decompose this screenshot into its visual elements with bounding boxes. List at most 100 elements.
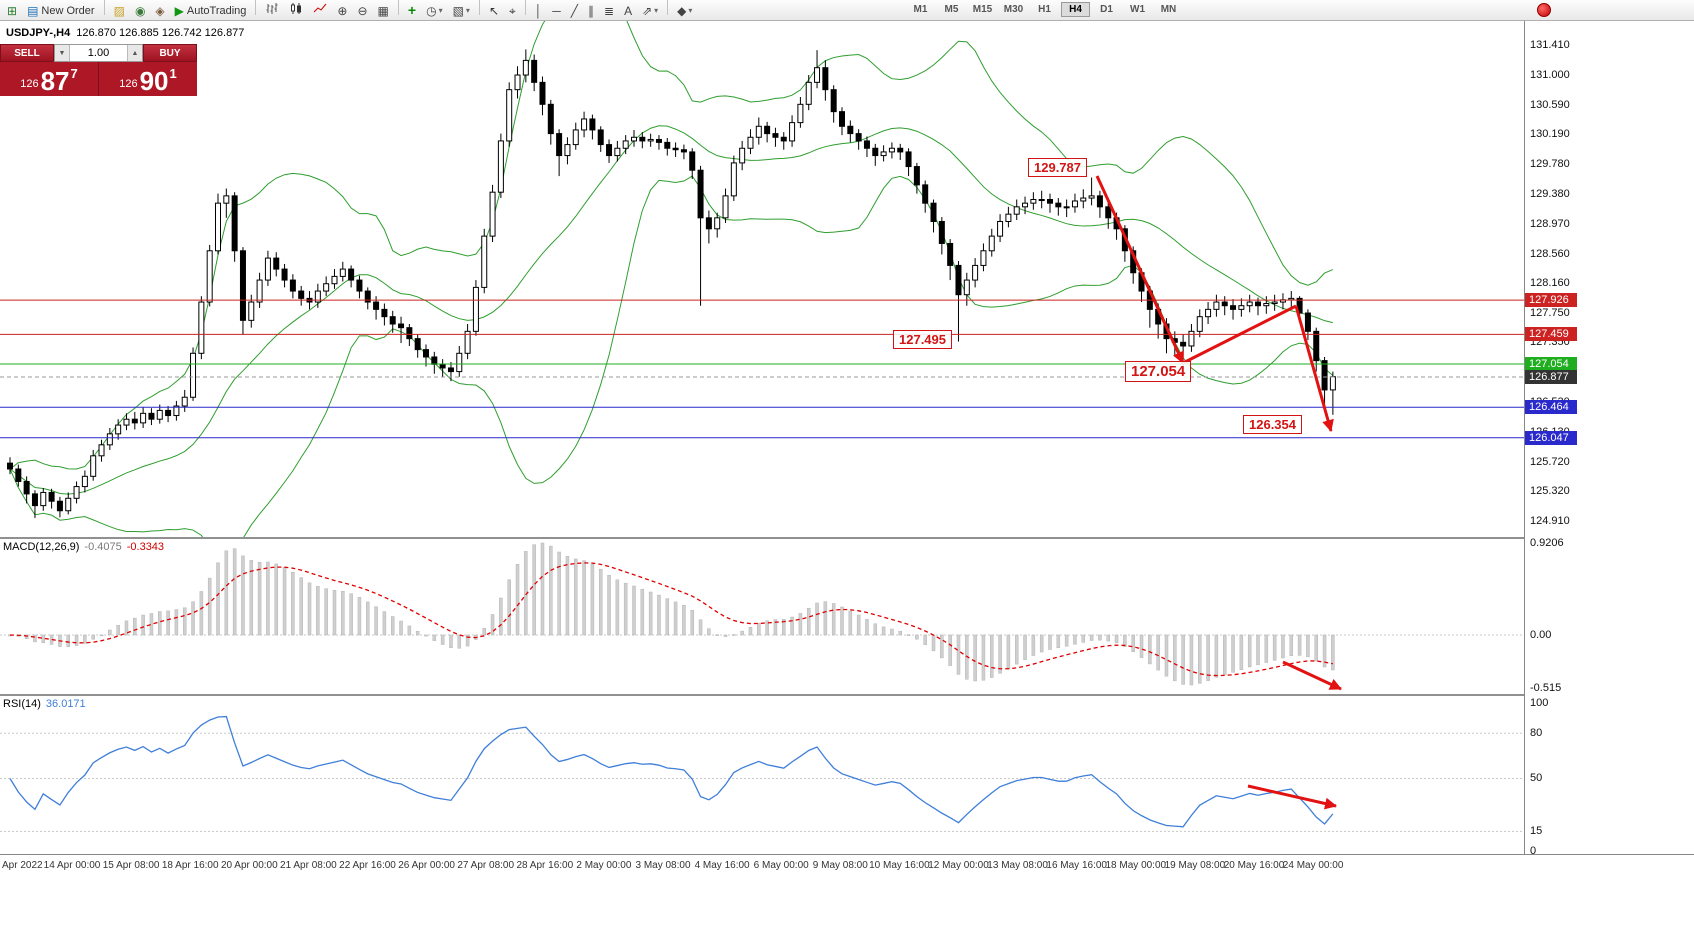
horizontal-price-lines[interactable] [0, 299, 1524, 439]
time-axis-label: 2 May 00:00 [576, 860, 632, 871]
price-axis-label: 125.720 [1530, 455, 1570, 468]
trend-arrows[interactable] [1282, 660, 1342, 691]
macd-signal-line [9, 562, 1334, 677]
line-chart-icon[interactable] [309, 0, 331, 19]
macd-label: MACD(12,26,9) -0.4075 -0.3343 [3, 541, 165, 553]
price-tag: 127.054 [1525, 356, 1577, 371]
periods-icon[interactable]: ◷ ▾ [426, 3, 443, 18]
macd-axis-label: 0.00 [1530, 629, 1552, 641]
sell-button[interactable]: SELL [0, 44, 54, 62]
price-axis-label: 127.750 [1530, 307, 1570, 320]
trend-arrow [1247, 784, 1337, 810]
bollinger-middle-band [9, 125, 1333, 495]
time-axis-label: 28 Apr 16:00 [516, 860, 574, 871]
macd-histogram [8, 542, 1335, 686]
toolbar-separator [478, 0, 480, 15]
candlestick-chart-icon[interactable] [285, 0, 307, 19]
price-annotation[interactable]: 127.495 [893, 330, 952, 349]
bid-price[interactable]: 126 87 7 [0, 62, 99, 96]
channel-icon[interactable]: ∥ [588, 3, 595, 18]
volume-input[interactable]: 1.00 [87, 47, 110, 59]
cursor-icon[interactable]: ↖ [488, 3, 499, 18]
market-watch-icon[interactable]: ◈ [155, 3, 165, 18]
horizontal-line-icon[interactable]: ─ [552, 3, 561, 18]
timeframe-button-m5[interactable]: M5 [944, 4, 959, 15]
time-axis-label: 18 Apr 16:00 [161, 860, 219, 871]
expert-advisor-icon[interactable]: ◉ [134, 3, 146, 18]
trend-arrow [1294, 305, 1334, 432]
fibonacci-icon[interactable]: ≣ [604, 3, 615, 18]
alert-icon[interactable] [1537, 3, 1551, 17]
zoom-in-icon[interactable]: ⊕ [337, 3, 348, 18]
trend-arrows[interactable] [1247, 784, 1337, 810]
timeframe-button-w1[interactable]: W1 [1130, 4, 1145, 15]
timeframe-button-h1[interactable]: H1 [1038, 4, 1051, 15]
tile-windows-icon[interactable]: ▦ [377, 3, 389, 18]
rsi-pane[interactable]: RSI(14) 36.0171 [0, 696, 1524, 854]
time-axis[interactable]: Apr 2022 14 Apr 00:00 15 Apr 08:00 18 Apr 1… [0, 854, 1694, 876]
templates-icon[interactable]: ▧ ▾ [452, 3, 470, 18]
trend-arrows[interactable] [1095, 175, 1334, 432]
time-axis-label: 10 May 16:00 [869, 860, 930, 871]
timeframe-button-m30[interactable]: M30 [1003, 4, 1024, 15]
time-axis-label: 19 May 08:00 [1164, 860, 1226, 871]
new-chart-icon[interactable]: ⊞ [7, 3, 18, 18]
macd-pane[interactable]: MACD(12,26,9) -0.4075 -0.3343 [0, 539, 1524, 694]
rsi-label: RSI(14) 36.0171 [3, 698, 86, 710]
macd-chart [0, 542, 1524, 691]
time-axis-label: 4 May 16:00 [694, 860, 750, 871]
time-axis-label: 14 Apr 00:00 [43, 860, 101, 871]
price-tag: 127.459 [1525, 327, 1577, 342]
price-axis-label: 128.970 [1530, 217, 1570, 230]
bollinger-lower-band [9, 175, 1334, 537]
timeframe-button-m15[interactable]: M15 [972, 4, 993, 15]
price-annotation[interactable]: 127.054 [1125, 361, 1192, 382]
timeframe-button-h4[interactable]: H4 [1061, 2, 1090, 17]
metaeditor-icon[interactable]: ▨ [113, 3, 125, 18]
shapes-icon[interactable]: ◆ ▾ [677, 3, 693, 18]
price-tag: 126.877 [1525, 369, 1577, 384]
time-axis-label: 6 May 00:00 [753, 860, 809, 871]
volume-decrease-button[interactable]: ▼ [55, 45, 70, 61]
vertical-line-icon[interactable]: │ [534, 3, 543, 18]
ask-price[interactable]: 126 90 1 [99, 62, 197, 96]
price-axis-label: 130.590 [1530, 99, 1570, 112]
price-tag: 126.047 [1525, 430, 1577, 445]
crosshair-icon[interactable]: ⌖ [509, 3, 516, 18]
buy-button[interactable]: BUY [143, 44, 197, 62]
main-chart-pane[interactable]: USDJPY-,H4 126.870 126.885 126.742 126.87… [0, 21, 1524, 537]
new-order-button[interactable]: ▤ New Order [27, 3, 95, 18]
bar-chart-icon[interactable] [261, 0, 283, 19]
autotrading-button[interactable]: ▶ AutoTrading [174, 3, 247, 18]
text-icon[interactable]: A [624, 3, 633, 18]
one-click-trading-widget: SELL ▼ 1.00 ▲ BUY 126 87 7 126 90 1 [0, 44, 197, 96]
bollinger-bands [9, 21, 1334, 537]
price-axis[interactable]: 131.410 131.000 130.590 130.190 129.780 129.3… [1524, 21, 1694, 857]
time-axis-label: 20 May 16:00 [1223, 860, 1285, 871]
timeframe-button-mn[interactable]: MN [1160, 4, 1177, 15]
bollinger-upper-band [9, 21, 1334, 470]
time-axis-label: 18 May 00:00 [1105, 860, 1167, 871]
indicators-icon[interactable]: + [407, 1, 417, 18]
price-axis-label: 131.410 [1530, 39, 1570, 51]
volume-increase-button[interactable]: ▲ [127, 45, 142, 61]
time-axis-label: 3 May 08:00 [635, 860, 691, 871]
candlestick-chart [0, 21, 1524, 537]
price-annotation[interactable]: 126.354 [1243, 415, 1302, 434]
toolbar-separator [397, 0, 399, 15]
arrows-icon[interactable]: ⇗ ▾ [642, 3, 659, 18]
rsi-axis-label: 80 [1530, 727, 1543, 739]
trendline-icon[interactable]: ╱ [570, 3, 579, 18]
zoom-out-icon[interactable]: ⊖ [357, 3, 368, 18]
timeframe-button-d1[interactable]: D1 [1100, 4, 1113, 15]
trend-arrow [1182, 304, 1297, 365]
time-axis-label: 22 Apr 16:00 [339, 860, 396, 871]
pane-separator[interactable] [0, 537, 1694, 539]
trend-arrow [1282, 660, 1342, 691]
timeframe-button-m1[interactable]: M1 [913, 4, 928, 15]
toolbar: ⊞ ▤ New Order ▨ ◉ ◈ ▶ AutoTrading ⊕ ⊖ ▦ + ◷ ▾ ▧ ▾ ↖ ⌖ │ ─ ╱ ∥… [0, 0, 1694, 21]
price-annotation[interactable]: 129.787 [1028, 158, 1087, 177]
pane-separator[interactable] [0, 694, 1694, 696]
time-axis-label: 15 Apr 08:00 [102, 860, 160, 871]
